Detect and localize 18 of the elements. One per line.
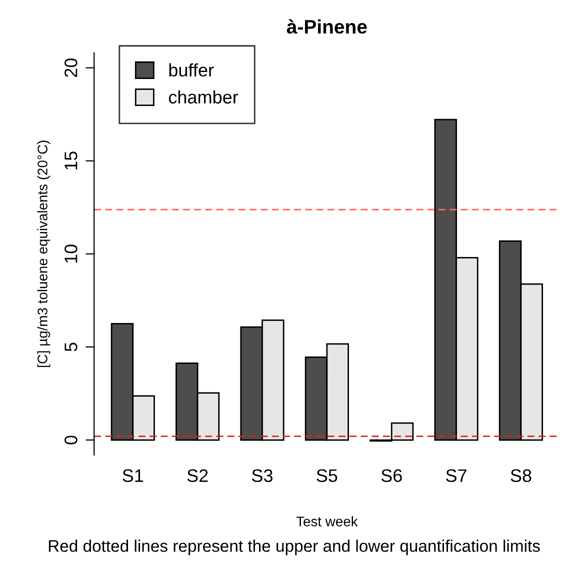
y-tick-label: 10: [64, 244, 78, 263]
x-tick-label: S8: [510, 469, 532, 482]
x-tick-label: S5: [316, 469, 338, 482]
x-tick-label: S2: [187, 469, 208, 482]
x-tick-label: S7: [446, 469, 466, 482]
y-axis-title: [C] µg/m3 toluene equivalents (20°C): [37, 140, 50, 368]
x-tick-label: S3: [252, 469, 272, 482]
text: Red dotted lines represent the upper and lower quantification limits: [48, 540, 540, 556]
y-tick-label: 20: [64, 58, 78, 77]
x-tick-label: S1: [122, 469, 144, 482]
x-axis-title: Test week: [296, 516, 358, 526]
legend-label: chamber: [168, 90, 238, 104]
y-tick-label: 5: [64, 342, 78, 352]
y-tick-label: 0: [64, 436, 78, 444]
x-tick-label: S6: [381, 469, 402, 482]
legend-label: buffer: [169, 63, 214, 77]
chart-title: à-Pinene: [286, 19, 367, 34]
y-tick-label: 15: [64, 152, 78, 170]
